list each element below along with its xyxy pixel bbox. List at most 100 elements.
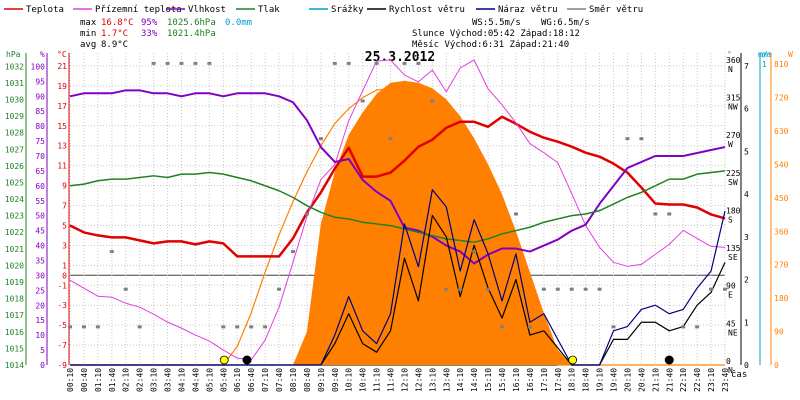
stats-max-temp: 16.8°C bbox=[101, 18, 134, 28]
x-tick-label: 06:40 bbox=[247, 368, 256, 392]
wind-direction-point bbox=[123, 287, 128, 291]
wind-tick-label: 1 bbox=[744, 318, 749, 327]
wind-direction-point bbox=[318, 137, 323, 141]
temperature-tick-label: 0 bbox=[62, 271, 67, 280]
stats-avg-temp: 8.9°C bbox=[101, 40, 128, 50]
x-tick-label: 19:40 bbox=[610, 368, 619, 392]
direction-tick-label: 135 bbox=[726, 244, 741, 253]
wind-direction-point bbox=[458, 287, 463, 291]
stats-max-label: max bbox=[80, 18, 97, 28]
x-tick-label: 15:10 bbox=[484, 368, 493, 392]
wind-direction-point bbox=[555, 287, 560, 291]
direction-tick-label: 90 bbox=[726, 282, 736, 291]
wind-direction-point bbox=[513, 212, 518, 216]
temperature-tick-label: 15 bbox=[57, 122, 67, 131]
moonrise-marker bbox=[242, 355, 252, 365]
wind-direction-point bbox=[695, 325, 700, 329]
humidity-tick-label: 55 bbox=[35, 197, 45, 206]
x-tick-label: 16:10 bbox=[512, 368, 521, 392]
direction-tick-name: W bbox=[728, 140, 733, 149]
legend-label: Teplota bbox=[26, 5, 64, 15]
x-tick-label: 10:40 bbox=[359, 368, 368, 392]
x-tick-label: 08:10 bbox=[289, 368, 298, 392]
stats-block: max 16.8°C 95% 1025.6hPa 0.0mm min 1.7°C… bbox=[80, 18, 252, 50]
wind-direction-point bbox=[597, 287, 602, 291]
x-tick-label: 03:10 bbox=[150, 368, 159, 392]
x-tick-label: 11:10 bbox=[373, 368, 382, 392]
wind-direction-point bbox=[723, 287, 727, 291]
pressure-tick-label: 1027 bbox=[5, 145, 24, 154]
wind-direction-point bbox=[541, 287, 546, 291]
legend: Teplota Přízemní teplota Vlhkost Tlak Srážky… bbox=[4, 5, 643, 15]
wind-direction-point bbox=[709, 287, 714, 291]
direction-tick-label: 225 bbox=[726, 169, 741, 178]
temperature-tick-label: -9 bbox=[57, 361, 67, 370]
x-tick-label: 16:40 bbox=[526, 368, 535, 392]
wind-direction-point bbox=[569, 287, 574, 291]
x-tick-label: 17:10 bbox=[540, 368, 549, 392]
solar-radiation-area bbox=[70, 80, 725, 365]
x-tick-label: 01:10 bbox=[94, 368, 103, 392]
info-sun: Slunce Východ:05:42 Západ:18:12 bbox=[412, 29, 580, 39]
pressure-tick-label: 1020 bbox=[5, 261, 24, 270]
x-tick-label: 02:10 bbox=[122, 368, 131, 392]
humidity-tick-label: 15 bbox=[35, 316, 45, 325]
pressure-tick-label: 1022 bbox=[5, 228, 24, 237]
chart-title: 25.3.2012 bbox=[365, 50, 435, 65]
stats-avg-label: avg bbox=[80, 40, 96, 50]
x-axis-label: čas bbox=[731, 369, 747, 380]
x-tick-label: 09:40 bbox=[331, 368, 340, 392]
info-ws: WS:5.5m/s bbox=[472, 18, 521, 28]
temperature-tick-label: 5 bbox=[62, 221, 67, 230]
direction-tick-name: NW bbox=[728, 103, 738, 112]
wind-direction-point bbox=[402, 61, 407, 65]
x-tick-label: 05:40 bbox=[219, 368, 228, 392]
direction-tick-name: N bbox=[728, 65, 733, 74]
stats-min-temp: 1.7°C bbox=[101, 29, 128, 39]
pressure-tick-label: 1024 bbox=[5, 195, 24, 204]
x-tick-label: 15:40 bbox=[498, 368, 507, 392]
solar-tick-label: 360 bbox=[774, 227, 789, 236]
temperature-tick-label: 9 bbox=[62, 182, 67, 191]
wind-tick-label: 5 bbox=[744, 147, 749, 156]
x-tick-label: 06:10 bbox=[233, 368, 242, 392]
pressure-tick-label: 1018 bbox=[5, 295, 24, 304]
direction-tick-name: SE bbox=[728, 253, 738, 262]
humidity-tick-label: 100 bbox=[31, 62, 46, 71]
pressure-tick-label: 1016 bbox=[5, 328, 24, 337]
temperature-tick-label: -3 bbox=[57, 301, 67, 310]
x-tick-label: 21:10 bbox=[651, 368, 660, 392]
wind-direction-point bbox=[207, 61, 212, 65]
temperature-tick-label: 19 bbox=[57, 82, 67, 91]
wind-direction-point bbox=[193, 61, 198, 65]
legend-label: Vlhkost bbox=[188, 5, 226, 15]
wind-direction-point bbox=[151, 61, 156, 65]
series-line-vlhkost bbox=[69, 89, 726, 265]
wind-direction-point bbox=[235, 325, 240, 329]
wind-tick-label: 7 bbox=[744, 62, 749, 71]
pressure-tick-label: 1032 bbox=[5, 62, 24, 71]
axis-header: % bbox=[40, 50, 45, 59]
series-line-teplota bbox=[69, 115, 726, 258]
wind-tick-label: 4 bbox=[744, 190, 749, 199]
direction-tick-name: NE bbox=[728, 328, 738, 337]
humidity-tick-label: 25 bbox=[35, 286, 45, 295]
temperature-tick-label: 7 bbox=[62, 202, 67, 211]
temperature-tick-label: -5 bbox=[57, 321, 67, 330]
solar-tick-label: 450 bbox=[774, 194, 789, 203]
wind-direction-point bbox=[249, 325, 254, 329]
wind-direction-point bbox=[290, 250, 295, 254]
wind-direction-point bbox=[277, 287, 282, 291]
legend-label: Přízemní teplota bbox=[95, 5, 182, 15]
wind-direction-point bbox=[527, 325, 532, 329]
humidity-tick-label: 20 bbox=[35, 301, 45, 310]
direction-tick-label: 180 bbox=[726, 206, 741, 215]
solar-tick-label: 810 bbox=[774, 60, 789, 69]
x-tick-label: 08:40 bbox=[303, 368, 312, 392]
stats-max-press: 1025.6hPa bbox=[167, 18, 216, 28]
info-moon: Měsíc Východ:6:31 Západ:21:40 bbox=[412, 40, 569, 50]
x-tick-label: 02:40 bbox=[136, 368, 145, 392]
legend-label: Srážky bbox=[331, 5, 364, 15]
x-tick-label: 21:40 bbox=[665, 368, 674, 392]
axis-header: mm bbox=[762, 50, 772, 59]
